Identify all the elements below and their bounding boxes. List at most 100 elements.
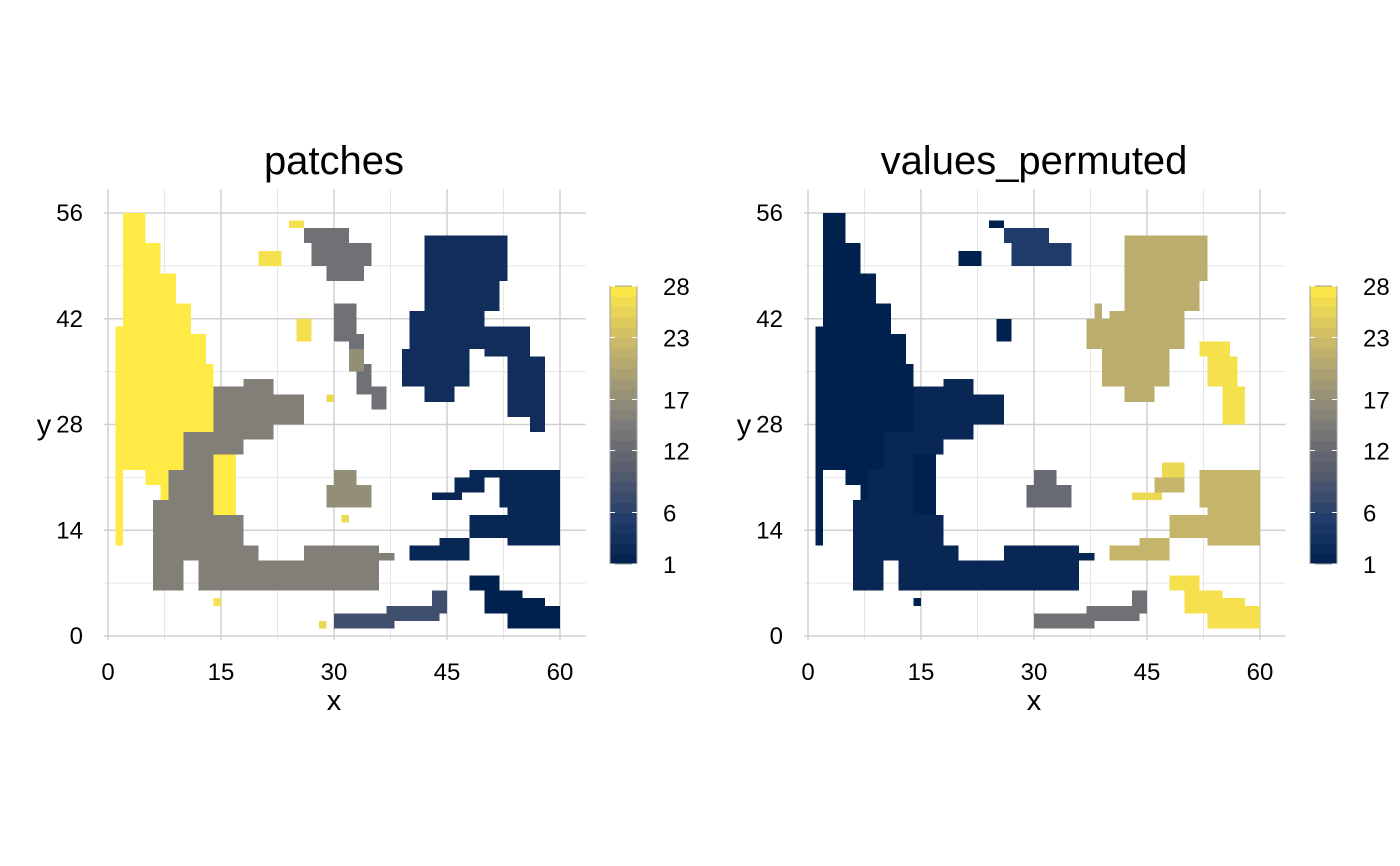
y-axis-label: y bbox=[737, 410, 752, 442]
heatmap-cell bbox=[1086, 605, 1140, 621]
colorbar-tick-label: 17 bbox=[663, 387, 690, 414]
heatmap-cell bbox=[183, 432, 214, 470]
x-tick-label: 0 bbox=[801, 659, 814, 686]
heatmap-cell bbox=[1214, 598, 1245, 606]
colorbar bbox=[609, 285, 638, 565]
colorbar-step bbox=[610, 522, 637, 534]
colorbar-step bbox=[610, 337, 637, 349]
y-tick-label: 42 bbox=[756, 306, 783, 333]
heatmap-cell bbox=[1109, 545, 1170, 561]
heatmap-cell bbox=[1169, 575, 1200, 591]
heatmap-cell bbox=[424, 235, 508, 281]
colorbar-tick-label: 17 bbox=[1363, 387, 1390, 414]
colorbar-step bbox=[610, 388, 637, 400]
heatmap-cell bbox=[1207, 356, 1238, 387]
colorbar-step bbox=[610, 358, 637, 369]
heatmap-cell bbox=[469, 515, 508, 538]
heatmap-cell bbox=[921, 424, 929, 561]
y-tick-label: 56 bbox=[56, 200, 83, 227]
colorbar-step bbox=[1310, 378, 1337, 390]
heatmap-cell bbox=[326, 394, 334, 402]
y-tick-label: 56 bbox=[756, 200, 783, 227]
colorbar-step bbox=[1310, 306, 1337, 318]
heatmap-cell bbox=[221, 424, 229, 561]
x-tick-label: 30 bbox=[321, 659, 348, 686]
colorbar-step bbox=[1310, 440, 1337, 452]
heatmap-cell bbox=[311, 243, 372, 266]
colorbar-step bbox=[1310, 358, 1337, 369]
heatmap-cell bbox=[326, 265, 365, 281]
heatmap-cell bbox=[334, 613, 395, 629]
heatmap-cell bbox=[303, 228, 350, 244]
y-tick-label: 0 bbox=[70, 623, 83, 650]
x-tick-label: 15 bbox=[208, 659, 235, 686]
heatmap-cell bbox=[973, 394, 1004, 425]
heatmap-cell bbox=[1139, 537, 1170, 546]
heatmap-cell bbox=[1086, 318, 1110, 349]
x-tick-label: 45 bbox=[434, 659, 461, 686]
heatmap-cell bbox=[1003, 228, 1050, 244]
heatmap-cell bbox=[379, 552, 395, 561]
heatmap-cell bbox=[1131, 492, 1163, 501]
heatmap-cell bbox=[507, 507, 560, 546]
heatmap-cell bbox=[1162, 462, 1185, 478]
x-tick-label: 30 bbox=[1021, 659, 1048, 686]
heatmap-cell bbox=[883, 432, 914, 470]
heatmap-cell bbox=[913, 598, 921, 606]
colorbar-tick-label: 1 bbox=[1363, 552, 1376, 579]
heatmap-cell bbox=[228, 454, 237, 576]
heatmap-cell bbox=[243, 379, 274, 440]
colorbar-step bbox=[1310, 316, 1337, 328]
heatmap-cell bbox=[431, 590, 447, 614]
heatmap-cell bbox=[123, 213, 146, 470]
colorbar-step bbox=[610, 296, 637, 308]
heatmap-cell bbox=[1094, 303, 1102, 319]
heatmap-cell bbox=[1109, 311, 1185, 349]
heatmap-cell bbox=[1079, 552, 1095, 561]
heatmap-cell bbox=[303, 545, 380, 576]
heatmap-cell bbox=[860, 273, 876, 501]
colorbar-step bbox=[610, 471, 637, 483]
colorbar-tick-label: 12 bbox=[663, 439, 690, 466]
heatmap-cell bbox=[1003, 545, 1080, 576]
colorbar-step bbox=[1310, 337, 1337, 349]
heatmap-cell bbox=[424, 386, 455, 402]
heatmap-cell bbox=[115, 326, 124, 546]
colorbar-step bbox=[1310, 347, 1337, 359]
colorbar-step bbox=[1310, 430, 1337, 442]
heatmap-cell bbox=[326, 484, 372, 508]
tick-labels: 0 15 30 45 60 0 14 28 42 56 bbox=[56, 200, 573, 686]
heatmap-cell bbox=[815, 326, 824, 546]
heatmap-cell bbox=[928, 454, 937, 576]
colorbar-step bbox=[610, 316, 637, 328]
colorbar-step bbox=[1310, 502, 1337, 514]
heatmap-cell bbox=[213, 515, 244, 546]
heatmap-cell bbox=[1101, 348, 1170, 387]
heatmap-cell bbox=[823, 213, 846, 470]
heatmap-cell bbox=[145, 243, 161, 485]
y-tick-label: 42 bbox=[56, 306, 83, 333]
colorbar-step bbox=[610, 543, 637, 555]
y-tick-label: 0 bbox=[770, 623, 783, 650]
colorbar-step bbox=[1310, 286, 1337, 297]
colorbar-step bbox=[1310, 481, 1337, 493]
colorbar-step bbox=[610, 502, 637, 514]
heatmap-cell bbox=[988, 220, 1004, 229]
heatmap-cell bbox=[1026, 484, 1072, 508]
heatmap-cell bbox=[499, 469, 560, 508]
heatmap-cell bbox=[507, 356, 545, 417]
heatmap-cell bbox=[943, 379, 974, 440]
colorbar-step bbox=[1310, 419, 1337, 431]
colorbar-step bbox=[610, 450, 637, 462]
y-tick-label: 28 bbox=[56, 412, 83, 439]
heatmap-cell bbox=[318, 620, 327, 629]
colorbar-tick-label: 28 bbox=[663, 274, 690, 301]
colorbar-step bbox=[610, 347, 637, 359]
colorbar-step bbox=[1310, 461, 1337, 472]
colorbar-step bbox=[1310, 399, 1337, 411]
heatmap-cell bbox=[341, 515, 350, 523]
heatmap-cell bbox=[1131, 590, 1147, 614]
colorbar-step bbox=[610, 409, 637, 421]
colorbar-tick-label: 28 bbox=[1363, 274, 1390, 301]
